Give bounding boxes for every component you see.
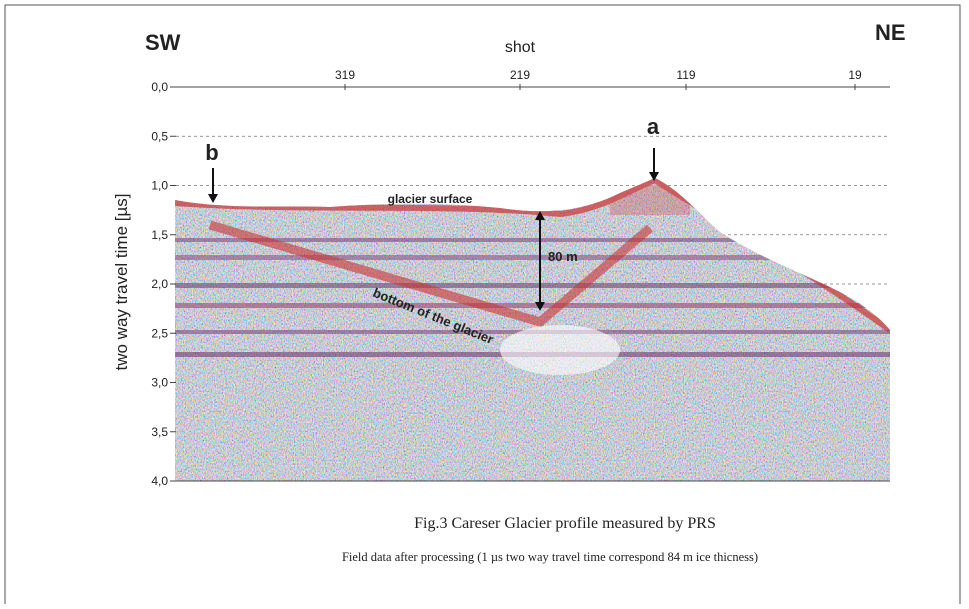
arrowhead [649,172,659,181]
y-tick-label: 1,0 [151,179,168,193]
y-tick-label: 3,5 [151,425,168,439]
y-tick-label: 0,0 [151,80,168,94]
frame [4,4,961,609]
y-tick-label: 2,0 [151,277,168,291]
x-tick-label: 219 [510,68,530,82]
corner-label-left: SW [145,30,181,55]
x-tick-label: 319 [335,68,355,82]
corner-label-right: NE [875,20,906,45]
subcaption: Field data after processing (1 µs two wa… [342,550,758,564]
y-tick-label: 3,0 [151,376,168,390]
caption: Fig.3 Careser Glacier profile measured b… [414,515,716,532]
y-tick-label: 4,0 [151,474,168,488]
y-tick-label: 2,5 [151,326,168,340]
annotation-a: a [647,114,660,139]
radargram [175,178,890,481]
annotation-thickness: 80 m [548,249,578,264]
y-tick-label: 1,5 [151,228,168,242]
y-axis-label: two way travel time [µs] [112,193,131,370]
arrowhead [208,194,218,203]
y-tick-label: 0,5 [151,129,168,143]
annotation-b: b [205,140,218,165]
x-tick-label: 19 [848,68,862,82]
x-tick-label: 119 [676,68,695,82]
x-axis-label: shot [505,39,536,56]
annotation-surface: glacier surface [388,192,473,206]
